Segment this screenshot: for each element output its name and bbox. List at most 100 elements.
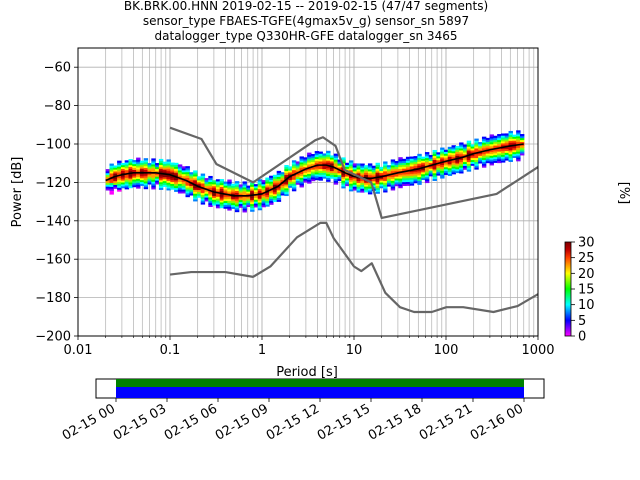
heatmap-cell: [185, 168, 190, 171]
heatmap-cell: [383, 188, 388, 191]
heatmap-cell: [117, 187, 122, 190]
heatmap-cell: [516, 141, 521, 145]
heatmap-cell: [136, 159, 141, 162]
heatmap-cell: [310, 163, 316, 166]
heatmap-cell: [348, 162, 354, 165]
heatmap-cell: [223, 183, 228, 186]
heatmap-cell: [318, 166, 323, 170]
heatmap-cell: [356, 186, 361, 189]
heatmap-cell: [371, 173, 377, 176]
series-nhnm: [169, 126, 538, 220]
heatmap-cell: [189, 183, 194, 186]
heatmap-cell: [405, 166, 411, 169]
heatmap-cell: [440, 168, 445, 171]
heatmap-cell: [204, 185, 209, 189]
heatmap-cell: [269, 181, 274, 184]
heatmap-cell: [158, 168, 164, 171]
heatmap-cell: [356, 180, 361, 183]
heatmap-cell: [459, 152, 464, 155]
heatmap-cell: [307, 154, 312, 157]
heatmap-cell: [451, 170, 456, 173]
heatmap-cell: [155, 182, 160, 185]
heatmap-cell: [478, 147, 483, 151]
heatmap-cell: [402, 172, 407, 175]
heatmap-cell: [299, 181, 304, 184]
heatmap-cell: [390, 159, 396, 162]
heatmap-cell: [242, 202, 247, 205]
heatmap-cell: [132, 177, 137, 180]
heatmap-cell: [326, 179, 331, 182]
heatmap-cell: [147, 165, 152, 168]
heatmap-cell: [185, 185, 190, 188]
heatmap-cell: [280, 189, 285, 192]
heatmap-cell: [394, 170, 399, 173]
heatmap-cell: [519, 153, 525, 156]
heatmap-cell: [124, 162, 130, 165]
heatmap-cell: [223, 206, 228, 209]
heatmap-cell: [158, 187, 164, 190]
heatmap-cell: [143, 173, 149, 176]
heatmap-cell: [352, 167, 358, 170]
heatmap-cell: [322, 159, 327, 162]
heatmap-cell: [413, 181, 418, 184]
heatmap-cell: [348, 168, 354, 171]
heatmap-cell: [333, 155, 339, 158]
heatmap-cell: [375, 172, 380, 175]
heatmap-cell: [242, 187, 247, 190]
heatmap-cell: [405, 158, 411, 161]
heatmap-cell: [291, 167, 297, 171]
heatmap-cell: [170, 185, 175, 188]
heatmap-cell: [177, 191, 183, 194]
heatmap-cell: [508, 130, 513, 134]
heatmap-cell: [219, 204, 225, 207]
heatmap-cell: [295, 178, 301, 181]
heatmap-cell: [424, 161, 430, 164]
heatmap-cell: [204, 178, 209, 181]
heatmap-cell: [333, 161, 339, 164]
heatmap-cell: [204, 189, 209, 192]
heatmap-cell: [383, 167, 388, 170]
heatmap-cell: [291, 160, 297, 163]
heatmap-cell: [466, 161, 472, 164]
heatmap-cell: [200, 177, 206, 180]
heatmap-cell: [227, 191, 232, 194]
heatmap-cell: [326, 170, 331, 173]
heatmap-cell: [493, 145, 498, 148]
heatmap-cell: [364, 174, 369, 178]
heatmap-cell: [333, 168, 339, 172]
heatmap-cell: [421, 172, 426, 175]
heatmap-cell: [341, 176, 346, 179]
heatmap-cell: [170, 177, 175, 181]
heatmap-cell: [493, 137, 498, 140]
heatmap-cell: [307, 169, 312, 173]
heatmap-cell: [500, 148, 506, 152]
heatmap-cell: [428, 156, 434, 160]
heatmap-cell: [390, 174, 396, 178]
heatmap-cell: [276, 180, 282, 183]
heatmap-cell: [265, 183, 270, 186]
heatmap-cell: [375, 170, 380, 173]
timeline-tick-label: 02-15 18: [366, 401, 424, 443]
heatmap-cell: [481, 163, 487, 166]
heatmap-cell: [455, 149, 460, 152]
heatmap-cell: [360, 163, 365, 166]
heatmap-cell: [493, 158, 498, 162]
heatmap-cell: [424, 175, 430, 178]
heatmap-cell: [299, 183, 304, 186]
heatmap-cell: [105, 176, 111, 180]
heatmap-cell: [398, 166, 403, 170]
heatmap-cell: [459, 163, 464, 166]
heatmap-cell: [272, 193, 278, 197]
heatmap-cell: [436, 165, 441, 168]
heatmap-cell: [345, 178, 350, 181]
heatmap-cell: [497, 141, 502, 144]
heatmap-cell: [212, 203, 217, 206]
heatmap-cell: [269, 175, 274, 178]
heatmap-cell: [489, 157, 494, 160]
heatmap-cell: [227, 200, 232, 203]
heatmap-cell: [356, 178, 361, 182]
heatmap-cell: [136, 174, 141, 178]
heatmap-cell: [451, 168, 456, 171]
heatmap-cell: [322, 163, 327, 166]
heatmap-cell: [432, 165, 437, 168]
